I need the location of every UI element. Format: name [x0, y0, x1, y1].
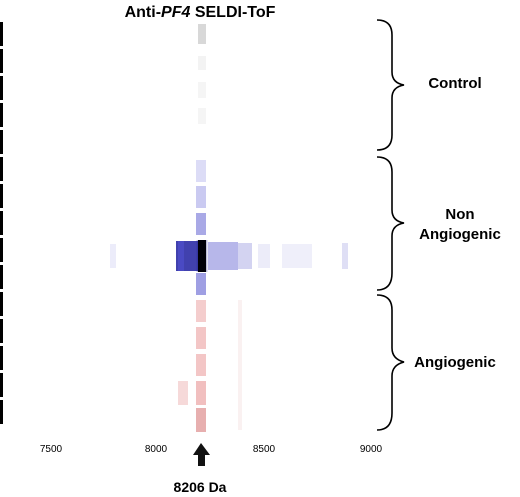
band — [198, 240, 206, 272]
band — [196, 273, 206, 295]
lane-marker — [0, 157, 3, 181]
band — [196, 213, 206, 235]
peak-mass-label: 8206 Da — [173, 479, 227, 495]
lane-marker — [0, 373, 3, 397]
band — [198, 56, 206, 70]
up-arrow-icon — [193, 443, 210, 466]
x-tick-label: 8500 — [252, 444, 276, 455]
lane-marker — [0, 346, 3, 370]
band — [258, 244, 270, 268]
band — [238, 243, 252, 269]
band — [198, 108, 206, 124]
band — [238, 300, 242, 430]
title-prefix: Anti- — [124, 4, 162, 21]
brace-angiogenic — [376, 294, 405, 431]
group-label-angiogenic: Angiogenic — [414, 354, 496, 371]
lane-marker — [0, 22, 3, 46]
lane-marker — [0, 400, 3, 424]
lane-marker — [0, 319, 3, 343]
band — [196, 408, 206, 432]
non-angiogenic-bands — [110, 160, 348, 295]
figure-title: Anti-PF4 SELDI-ToF — [0, 4, 400, 22]
band — [198, 82, 206, 98]
brace-non-angiogenic — [376, 156, 405, 291]
brace-control — [376, 19, 405, 151]
title-suffix: SELDI-ToF — [190, 4, 276, 21]
lane-marker — [0, 238, 3, 262]
band — [178, 381, 188, 405]
group-label-control: Control — [428, 75, 482, 92]
lane-marker — [0, 211, 3, 235]
x-tick-label: 9000 — [359, 444, 383, 455]
band — [178, 241, 184, 271]
band — [196, 160, 206, 182]
lane-marker — [0, 184, 3, 208]
band — [196, 327, 206, 349]
lane-marker — [0, 130, 3, 154]
x-tick-label: 7500 — [39, 444, 63, 455]
band — [196, 186, 206, 208]
lane-marker — [0, 103, 3, 127]
title-gene: PF4 — [161, 4, 191, 21]
band — [110, 244, 116, 268]
band — [198, 24, 206, 44]
control-bands — [198, 24, 206, 124]
band — [196, 300, 206, 322]
angiogenic-bands — [178, 300, 242, 432]
band — [196, 381, 206, 405]
lane-marker — [0, 49, 3, 73]
lane-marker — [0, 292, 3, 316]
x-tick-label: 8000 — [144, 444, 168, 455]
band — [208, 242, 238, 270]
lane-marker — [0, 76, 3, 100]
band — [282, 244, 312, 268]
lane-markers — [0, 22, 3, 424]
lane-marker — [0, 265, 3, 289]
band — [342, 243, 348, 269]
group-label-non-angiogenic: Non Angiogenic — [419, 206, 501, 243]
band — [196, 354, 206, 376]
